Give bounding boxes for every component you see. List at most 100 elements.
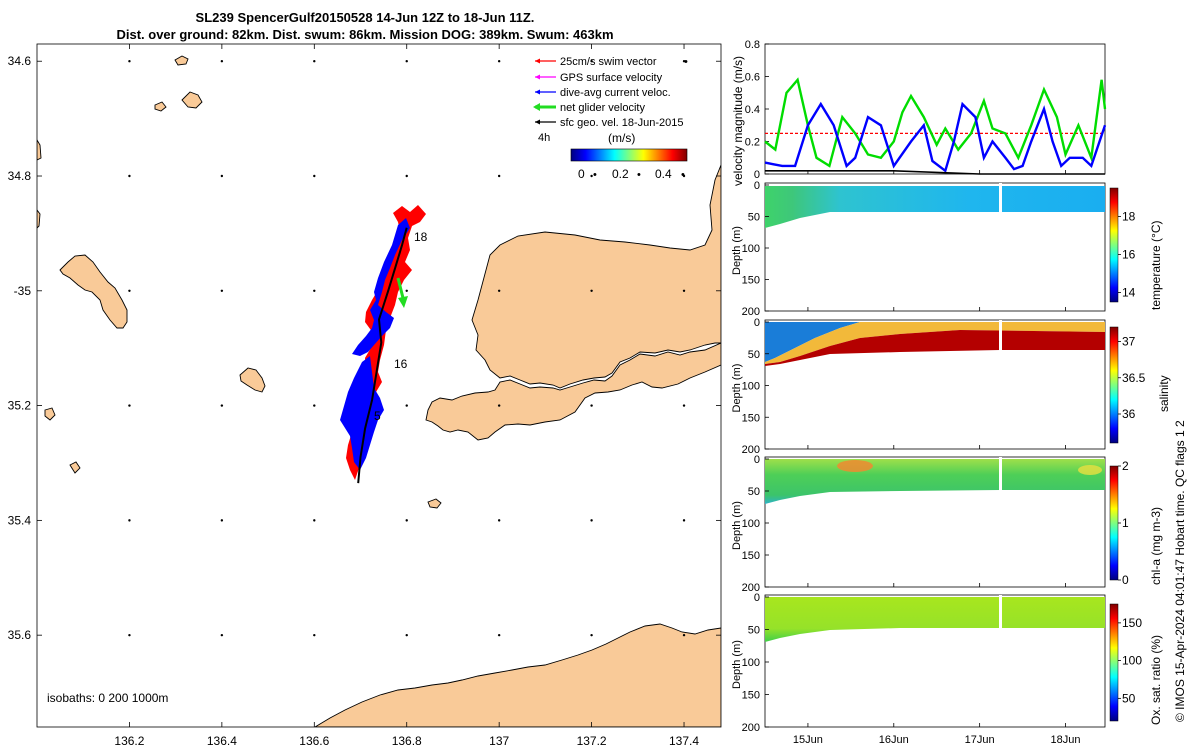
time-tick-label: 15Jun [793, 734, 823, 746]
time-tick-label: 16Jun [879, 734, 909, 746]
day-label: 5 [374, 409, 381, 423]
colorbar-tick-label: 18 [1122, 210, 1136, 224]
island-small-5 [69, 461, 81, 474]
time-tick-label: 17Jun [965, 734, 995, 746]
colorbar-tick: 0 [578, 167, 585, 181]
depth-tick-label: 0 [754, 454, 760, 466]
colorbar-tick-label: 14 [1122, 286, 1136, 300]
legend-glider: net glider velocity [533, 102, 645, 114]
temperature-colorbar [1109, 187, 1119, 303]
island-small-7 [427, 498, 442, 509]
yorke-peninsula [471, 164, 721, 389]
map-y-tick-label: 34.8 [8, 169, 32, 183]
island-small-6 [44, 407, 56, 421]
svg-text:•: • [681, 169, 685, 181]
velocity-series-glider [764, 77, 1107, 168]
map-x-tick-label: 137.2 [577, 734, 607, 748]
depth-tick-label: 150 [742, 412, 760, 424]
velocity-y-tick-label: 0.2 [745, 137, 760, 149]
svg-text:•: • [684, 56, 688, 68]
temperature-cbar-label: temperature (°C) [1149, 221, 1163, 311]
copyright-note: © IMOS 15-Apr-2024 04:01:47 Hobart time.… [1173, 420, 1187, 722]
depth-tick-label: 200 [742, 444, 760, 456]
velocity-y-tick-label: 0.8 [745, 39, 760, 51]
current-vector-fill-2 [340, 356, 384, 470]
legend-swim: 25cm/s swim vector • [535, 56, 688, 68]
velocity-y-tick-label: 0.4 [745, 104, 760, 116]
map-y-tick-label: 34.6 [8, 54, 32, 68]
glider-track [357, 227, 408, 484]
map-x-tick-label: 136.4 [207, 734, 237, 748]
depth-tick-label: 100 [742, 381, 760, 393]
velocity-ylabel: velocity magnitude (m/s) [731, 56, 745, 186]
temperature-panel [764, 182, 1106, 312]
colorbar-tick-label: 50 [1122, 691, 1136, 705]
island-small-1 [239, 367, 266, 393]
isobath-dots [128, 60, 686, 637]
map-x-tick-label: 136.8 [392, 734, 422, 748]
day-label: 16 [394, 357, 408, 371]
salinity-panel [764, 319, 1106, 450]
depth-tick-label: 200 [742, 722, 760, 734]
depth-tick-label: 50 [748, 349, 760, 361]
svg-text:sfc geo. vel. 18-Jun-2015: sfc geo. vel. 18-Jun-2015 [560, 117, 684, 129]
island-small-2 [181, 91, 203, 109]
velocity-series-current [764, 101, 1107, 173]
svg-text:net glider velocity: net glider velocity [560, 102, 645, 114]
oxygen-panel [764, 594, 1106, 728]
land-masses [37, 55, 721, 727]
velocity-y-tick-label: 0.6 [745, 72, 760, 84]
depth-axis-label: Depth (m) [731, 226, 743, 275]
colorbar-tick-label: 1 [1122, 516, 1129, 530]
map-x-tick-label: 136.2 [114, 734, 144, 748]
map-x-tick-label: 137.4 [669, 734, 699, 748]
depth-tick-label: 0 [754, 317, 760, 329]
colorbar-ticks: 14 16 18 36 36.5 37 0 1 2 50 100 150 [1118, 210, 1146, 705]
depth-tick-label: 200 [742, 582, 760, 594]
chl-colorbar [1109, 465, 1119, 581]
colorbar-tick: 0.2 [612, 167, 629, 181]
oxygen-cbar-label: Ox. sat. ratio (%) [1149, 635, 1163, 725]
colorbar-tick-label: 0 [1122, 573, 1129, 587]
figure-title: SL239 SpencerGulf20150528 14-Jun 12Z to … [195, 10, 535, 25]
depth-tick-label: 50 [748, 486, 760, 498]
colorbar-title: (m/s) [608, 131, 635, 145]
chl-cbar-label: chl-a (mg m-3) [1149, 507, 1163, 585]
depth-tick-label: 150 [742, 690, 760, 702]
map-legend: 25cm/s swim vector • GPS surface velocit… [533, 56, 688, 181]
map-y-tick-label: -35 [14, 284, 32, 298]
velocity-y-tick-label: 0 [754, 169, 760, 181]
track-overlay: 18 16 5 [340, 205, 428, 484]
svg-text:GPS surface velocity: GPS surface velocity [560, 72, 663, 84]
colorbar-tick-label: 100 [1122, 654, 1142, 668]
svg-text:•: • [593, 169, 597, 181]
temperature-section [765, 186, 1105, 228]
colorbar-tick: 0.4 [655, 167, 672, 181]
colorbars: 14 16 18 36 36.5 37 0 1 2 50 100 150 temperature (°… [1109, 187, 1171, 725]
map-y-tick-label: 35.2 [8, 399, 32, 413]
colorbar-tick-label: 150 [1122, 616, 1142, 630]
depth-ticks: 0 50 100 150 200 Depth (m) 0 50 100 150 200 Depth (… [731, 180, 769, 734]
depth-tick-label: 100 [742, 243, 760, 255]
colorbar-tick-label: 37 [1122, 335, 1136, 349]
legend-current: dive-avg current veloc. [535, 87, 671, 99]
kangaroo-island [314, 623, 721, 727]
salinity-section-saline [765, 330, 1105, 366]
colorbar-tick-label: 2 [1122, 459, 1129, 473]
colorbar-tick-label: 16 [1122, 248, 1136, 262]
depth-axis-label: Depth (m) [731, 364, 743, 413]
coast-left [37, 139, 42, 161]
depth-tick-label: 0 [754, 592, 760, 604]
chl-panel [764, 456, 1106, 588]
velocity-panel: 0 0.2 0.4 0.6 0.8 velocity magnitude (m/s) [731, 39, 1107, 186]
legend-geo: sfc geo. vel. 18-Jun-2015 [535, 117, 684, 129]
salinity-section-fresh [765, 322, 860, 362]
depth-tick-label: 100 [742, 657, 760, 669]
speed-colorbar [570, 148, 688, 162]
map-panel: 18 16 5 136.2 136.4 136.6 136.8 137 137.2 137.… [8, 43, 722, 748]
net-velocity-arrowhead [398, 296, 408, 308]
colorbar-tick-label: 36.5 [1122, 371, 1146, 385]
depth-tick-label: 100 [742, 518, 760, 530]
island-small-3 [174, 55, 189, 66]
